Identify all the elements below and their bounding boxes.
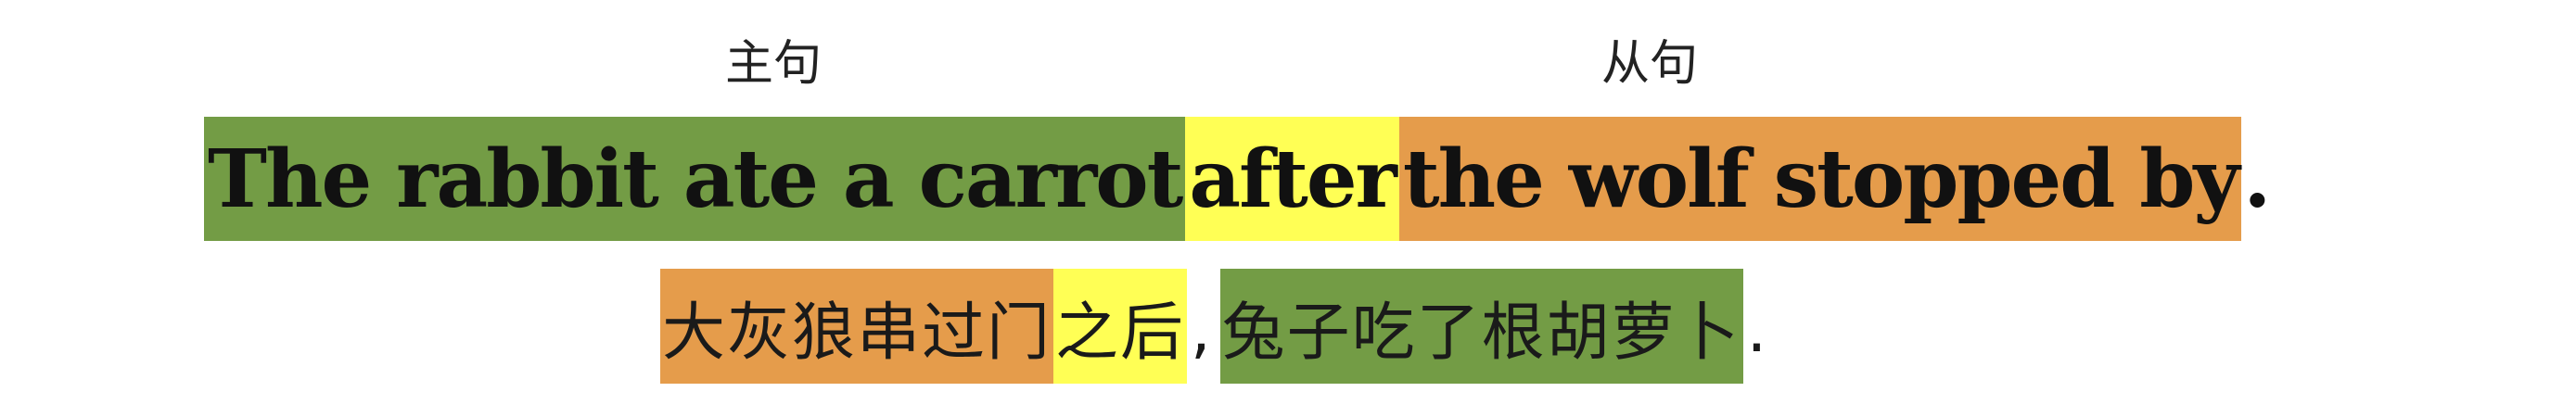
subordinate-clause-label: 从句 [1601,36,1699,92]
chinese-conjunction: 之后 [1053,269,1188,384]
chinese-subordinate-clause: 大灰狼串过门 [660,269,1054,384]
english-main-clause: The rabbit ate a carrot [204,117,1186,241]
chinese-end-punctuation: . [1746,294,1769,367]
english-subordinate-clause: the wolf stopped by [1398,117,2242,241]
main-clause-label: 主句 [725,36,823,92]
clause-labels: 主句 从句 [0,32,2576,96]
chinese-main-clause: 兔子吃了根胡萝卜 [1219,269,1743,384]
chinese-sentence: 大灰狼串过门 之后 , 兔子吃了根胡萝卜 . [660,269,1776,384]
english-sentence: The rabbit ate a carrot after the wolf s… [204,117,2271,241]
english-end-punctuation: . [2243,132,2271,226]
english-conjunction: after [1185,117,1399,241]
chinese-comma: , [1191,294,1213,367]
